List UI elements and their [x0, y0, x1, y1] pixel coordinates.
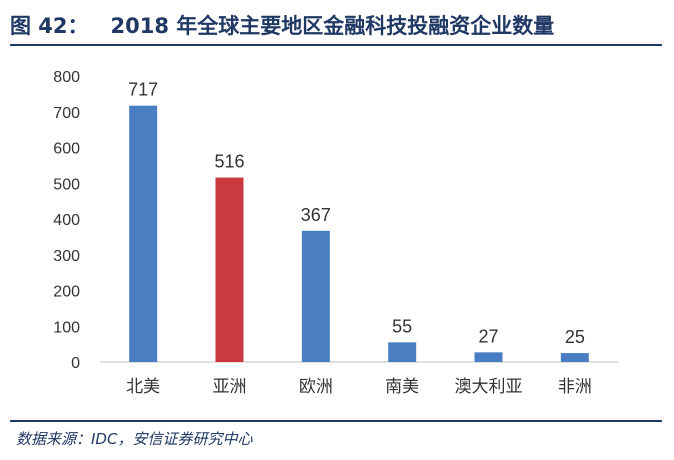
bar — [388, 342, 417, 362]
y-tick-label: 200 — [53, 284, 80, 301]
data-label: 367 — [301, 205, 331, 225]
title-text: 2018 年全球主要地区金融科技投融资企业数量 — [110, 14, 555, 38]
bar — [301, 230, 330, 362]
y-tick-label: 300 — [53, 248, 80, 265]
footer-rule — [10, 420, 662, 422]
bar — [129, 105, 158, 363]
source-note: 数据来源：IDC，安信证券研究中心 — [16, 430, 253, 448]
data-label: 55 — [392, 316, 412, 336]
chart-title: 图 42： 2018 年全球主要地区金融科技投融资企业数量 — [10, 10, 554, 40]
y-tick-label: 600 — [53, 141, 80, 158]
y-tick-label: 400 — [53, 212, 80, 229]
x-tick-label: 亚洲 — [213, 377, 247, 397]
data-label: 27 — [478, 326, 498, 346]
data-label: 516 — [214, 152, 244, 172]
y-tick-label: 800 — [53, 69, 80, 86]
y-tick-label: 100 — [53, 319, 80, 336]
bar — [560, 353, 589, 362]
data-label: 25 — [565, 327, 585, 347]
y-tick-label: 500 — [53, 176, 80, 193]
data-label: 717 — [128, 80, 158, 100]
x-tick-label: 南美 — [385, 377, 419, 397]
x-tick-label: 澳大利亚 — [455, 377, 523, 397]
bar — [215, 177, 244, 362]
x-tick-label: 非洲 — [558, 377, 592, 397]
figure-label: 图 42： — [10, 14, 89, 38]
title-rule — [10, 44, 662, 46]
x-tick-label: 欧洲 — [299, 377, 333, 397]
y-tick-label: 0 — [71, 355, 80, 372]
x-tick-label: 北美 — [126, 377, 160, 397]
y-tick-label: 700 — [53, 105, 80, 122]
bar — [474, 352, 503, 362]
